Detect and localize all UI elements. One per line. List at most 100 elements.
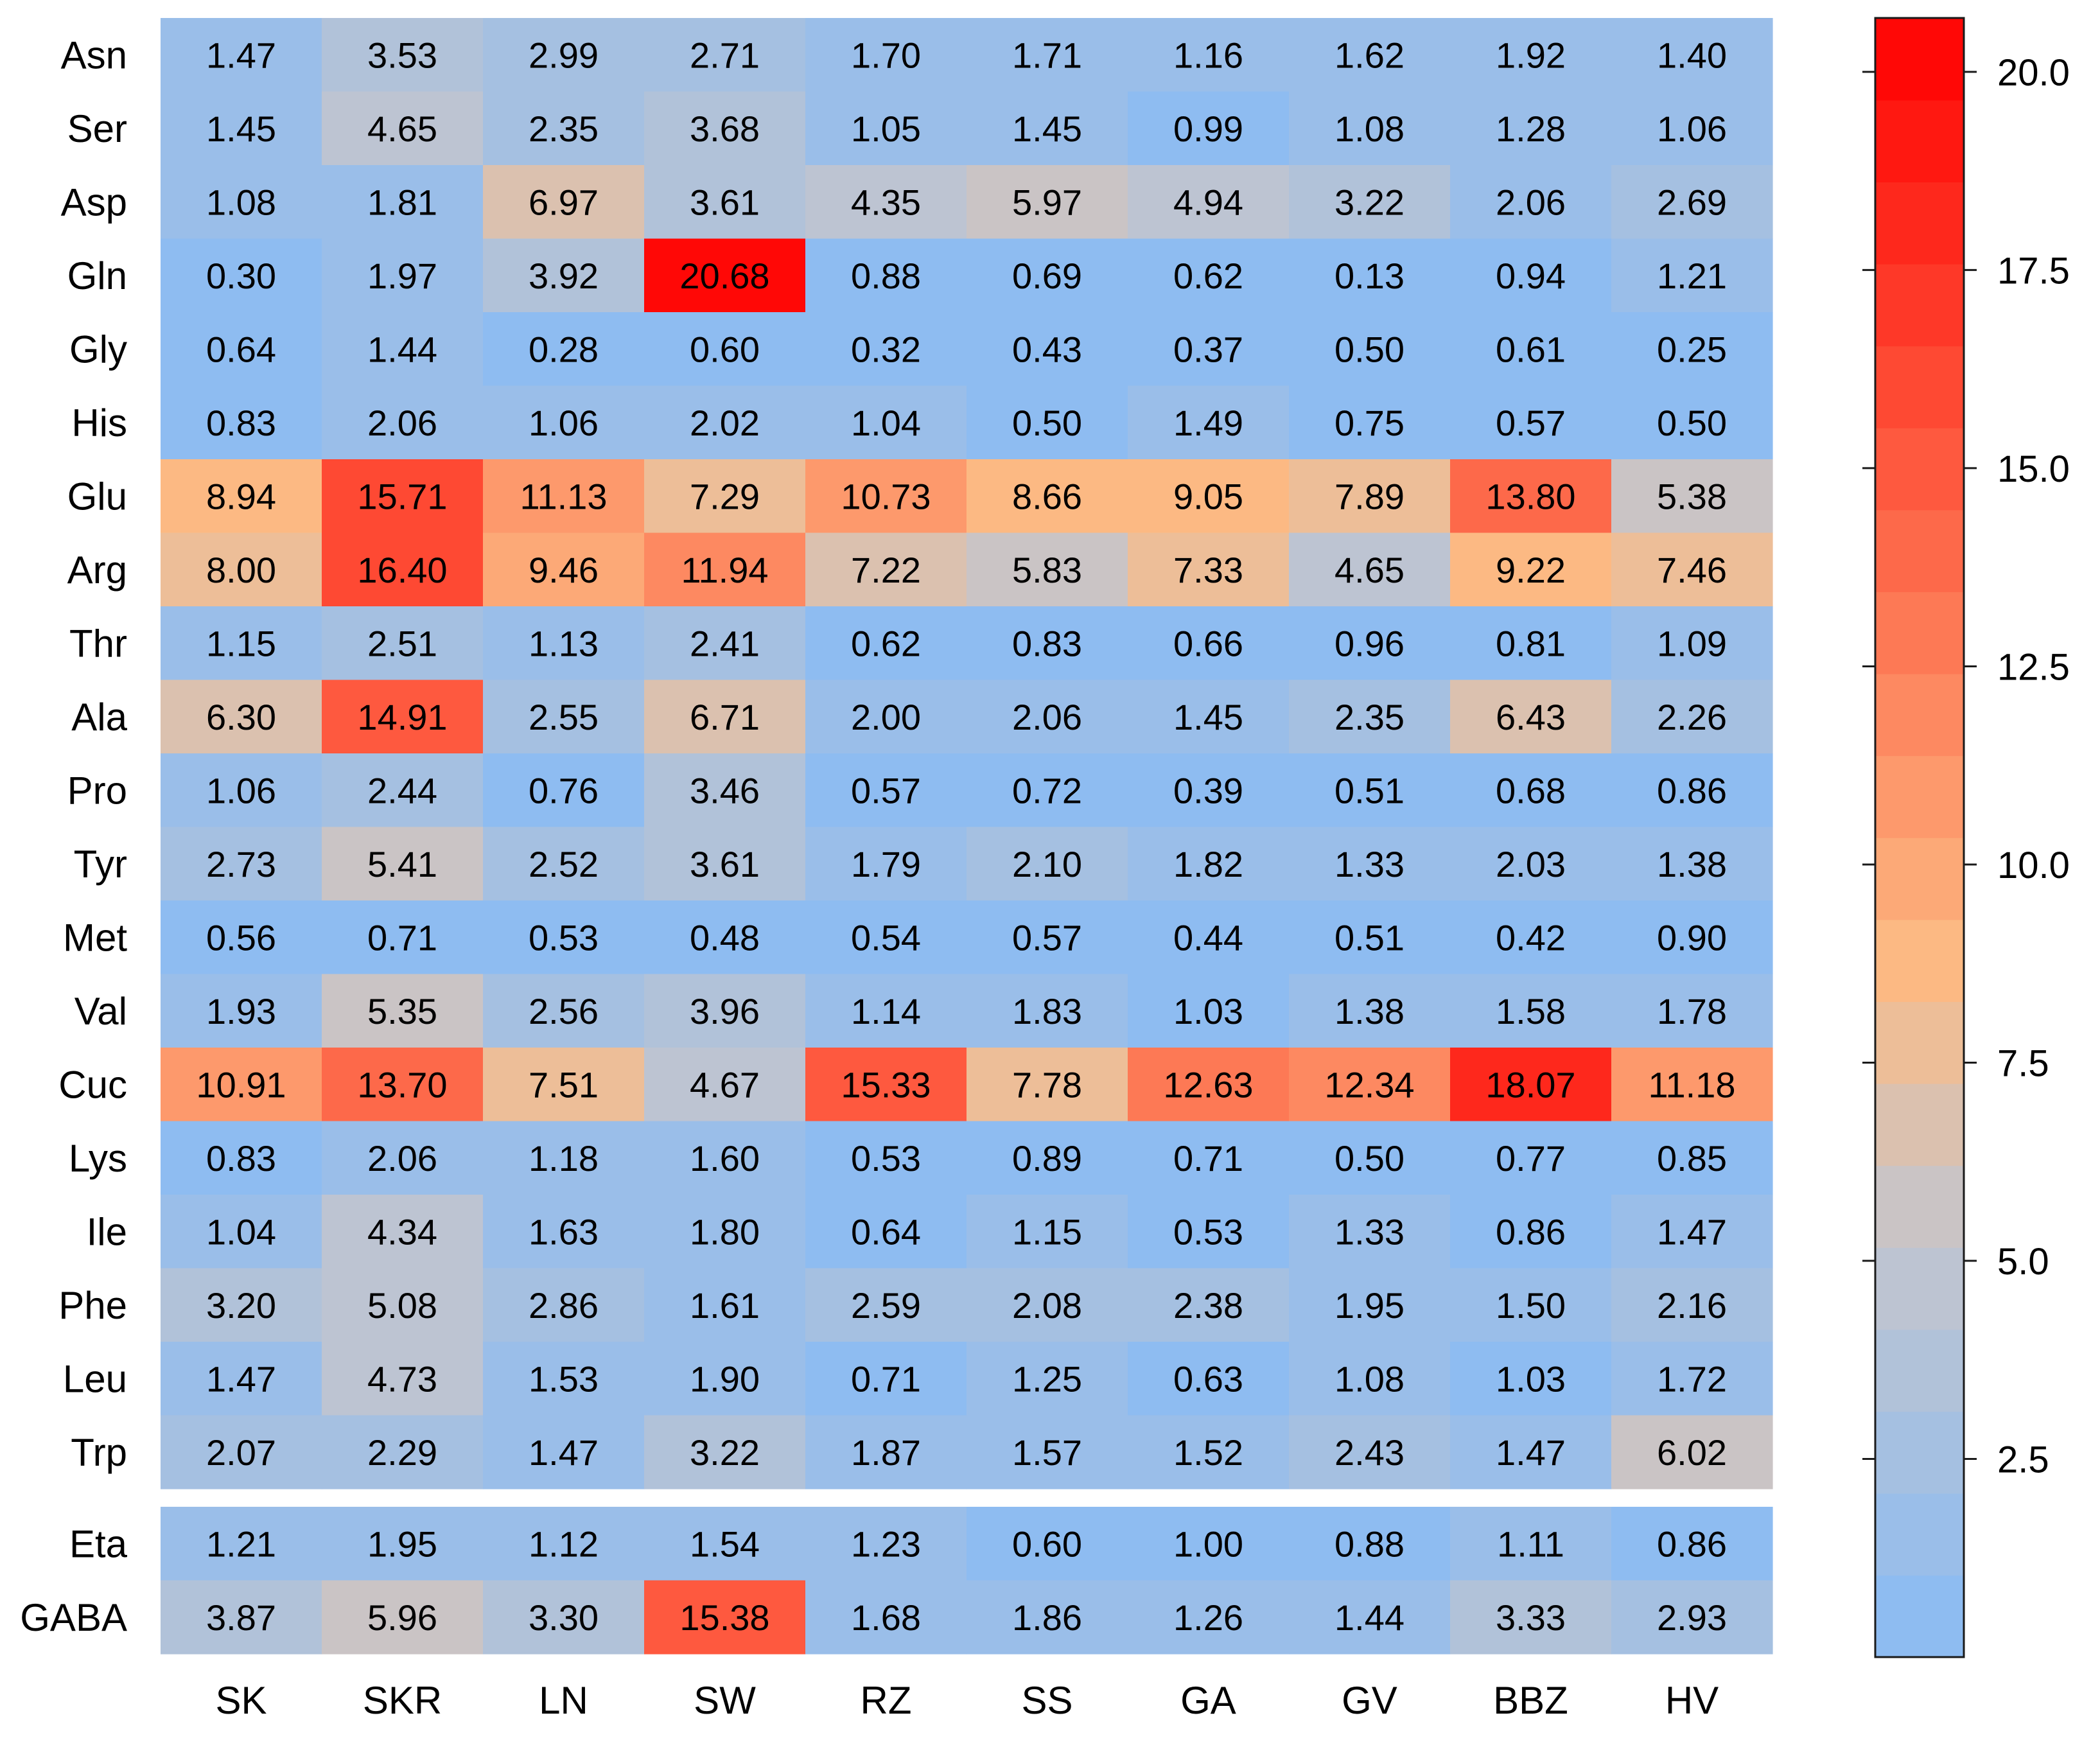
- heatmap-cell: [1450, 18, 1612, 92]
- cell-value-label: 1.86: [1012, 1597, 1082, 1638]
- cell-value-label: 1.81: [367, 182, 437, 222]
- cell-value-label: 0.69: [1012, 256, 1082, 296]
- heatmap-cell: [483, 1580, 645, 1655]
- cell-value-label: 6.97: [529, 182, 599, 222]
- heatmap-cell: [1450, 1268, 1612, 1342]
- cell-value-label: 0.63: [1173, 1358, 1243, 1399]
- heatmap-cell: [644, 385, 806, 460]
- heatmap-cell: [644, 974, 806, 1048]
- heatmap-cell: [967, 974, 1128, 1048]
- cell-value-label: 12.34: [1324, 1064, 1414, 1105]
- colorbar-band: [1875, 1083, 1964, 1166]
- cell-value-label: 1.40: [1657, 35, 1727, 75]
- colorbar-tick-label: 20.0: [1997, 52, 2070, 94]
- cell-value-label: 1.80: [690, 1211, 760, 1252]
- cell-value-label: 2.06: [367, 403, 437, 443]
- column-label: SW: [694, 1679, 756, 1722]
- cell-value-label: 0.32: [851, 329, 921, 369]
- cell-value-label: 0.25: [1657, 329, 1727, 369]
- heatmap-cell: [1450, 900, 1612, 975]
- cell-value-label: 18.07: [1485, 1064, 1575, 1105]
- cell-value-label: 2.38: [1173, 1285, 1243, 1326]
- cell-value-label: 1.33: [1334, 844, 1404, 884]
- row-label: Phe: [58, 1284, 127, 1327]
- heatmap-cell: [1450, 238, 1612, 313]
- cell-value-label: 1.28: [1496, 109, 1566, 149]
- cell-value-label: 1.14: [851, 991, 921, 1032]
- heatmap-cell: [322, 459, 484, 534]
- heatmap-cell: [805, 1507, 967, 1581]
- cell-value-label: 0.76: [529, 770, 599, 811]
- cell-value-label: 1.44: [367, 329, 437, 369]
- heatmap-cell: [1450, 1507, 1612, 1581]
- heatmap-cell: [967, 1342, 1128, 1416]
- cell-value-label: 3.68: [690, 109, 760, 149]
- heatmap-cell: [1611, 385, 1773, 460]
- heatmap-cell: [805, 238, 967, 313]
- heatmap-cell: [1128, 1342, 1290, 1416]
- heatmap-cell: [322, 827, 484, 901]
- cell-value-label: 13.80: [1485, 476, 1575, 516]
- heatmap-cell: [967, 827, 1128, 901]
- heatmap-cell: [1289, 1507, 1451, 1581]
- heatmap-cell: [805, 1195, 967, 1269]
- heatmap-cell: [1289, 974, 1451, 1048]
- heatmap-cell: [805, 18, 967, 92]
- cell-value-label: 1.15: [206, 623, 276, 663]
- cell-value-label: 0.50: [1334, 329, 1404, 369]
- cell-value-label: 0.72: [1012, 770, 1082, 811]
- column-label: GA: [1180, 1679, 1236, 1722]
- heatmap-cell: [805, 385, 967, 460]
- cell-value-label: 6.30: [206, 697, 276, 737]
- row-label: Eta: [69, 1522, 128, 1565]
- cell-value-label: 2.99: [529, 35, 599, 75]
- heatmap-cell: [967, 1121, 1128, 1195]
- cell-value-label: 7.51: [529, 1064, 599, 1105]
- heatmap-cell: [1450, 680, 1612, 754]
- cell-value-label: 1.72: [1657, 1358, 1727, 1399]
- cell-value-label: 0.62: [1173, 256, 1243, 296]
- heatmap-cell: [322, 1048, 484, 1122]
- heatmap-cell: [161, 532, 322, 607]
- heatmap-cell: [1128, 1580, 1290, 1655]
- heatmap-cell: [1289, 238, 1451, 313]
- cell-value-label: 1.12: [529, 1523, 599, 1564]
- cell-value-label: 1.47: [1657, 1211, 1727, 1252]
- heatmap-cell: [967, 680, 1128, 754]
- heatmap-cell: [1450, 1415, 1612, 1489]
- heatmap-cell: [322, 680, 484, 754]
- heatmap-cell: [483, 1048, 645, 1122]
- heatmap-cell: [1450, 606, 1612, 681]
- cell-value-label: 2.00: [851, 697, 921, 737]
- cell-value-label: 1.82: [1173, 844, 1243, 884]
- heatmap-cell: [644, 1268, 806, 1342]
- cell-value-label: 1.60: [690, 1138, 760, 1179]
- cell-value-label: 1.45: [206, 109, 276, 149]
- colorbar-band: [1875, 428, 1964, 511]
- heatmap-cell: [1611, 1268, 1773, 1342]
- cell-value-label: 4.35: [851, 182, 921, 222]
- cell-value-label: 1.47: [529, 1432, 599, 1473]
- cell-value-label: 0.64: [206, 329, 276, 369]
- cell-value-label: 13.70: [357, 1064, 447, 1105]
- heatmap-cell: [805, 1342, 967, 1416]
- heatmap-cell: [1611, 1195, 1773, 1269]
- colorbar-tick-label: 15.0: [1997, 448, 2070, 490]
- cell-value-label: 7.29: [690, 476, 760, 516]
- cell-value-label: 1.58: [1496, 991, 1566, 1032]
- heatmap-cell: [805, 312, 967, 387]
- cell-value-label: 1.47: [206, 1358, 276, 1399]
- heatmap-cell: [1450, 753, 1612, 828]
- heatmap-cell: [322, 1195, 484, 1269]
- heatmap-cell: [1611, 18, 1773, 92]
- heatmap-cell: [1128, 1507, 1290, 1581]
- cell-value-label: 0.30: [206, 256, 276, 296]
- cell-value-label: 3.61: [690, 844, 760, 884]
- heatmap-cell: [161, 680, 322, 754]
- heatmap-cell: [967, 753, 1128, 828]
- heatmap-cell: [322, 1507, 484, 1581]
- cell-value-label: 0.61: [1496, 329, 1566, 369]
- heatmap-cell: [805, 1121, 967, 1195]
- cell-value-label: 1.95: [367, 1523, 437, 1564]
- cell-value-label: 5.35: [367, 991, 437, 1032]
